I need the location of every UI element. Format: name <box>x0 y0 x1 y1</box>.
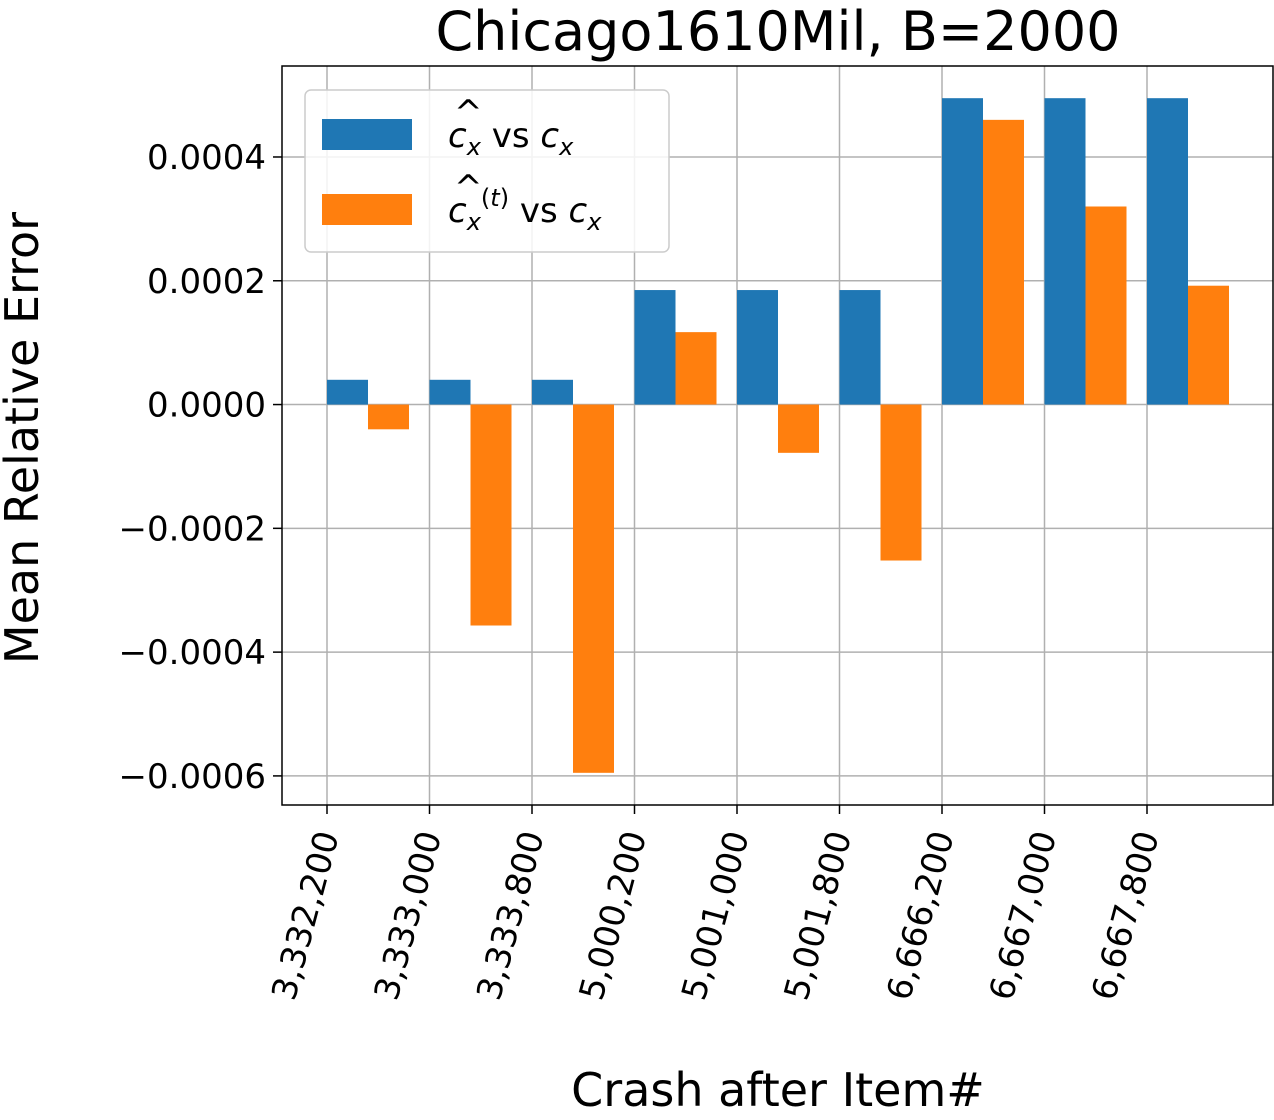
x-axis: 3,332,200 3,333,000 3,333,800 5,000,200 5,00… <box>264 805 1168 1005</box>
svg-text:cx vs cx: cx vs cx <box>448 116 574 161</box>
legend-frame <box>304 89 670 253</box>
bar-series-2 <box>778 404 819 453</box>
legend-entry-series-1: cx vs cx ^ <box>448 93 574 161</box>
legend: cx vs cx ^ cx(t) vs cx ^ <box>304 89 670 253</box>
y-tick-label: 0.0000 <box>147 386 266 426</box>
svg-text:cx(t) vs cx: cx(t) vs cx <box>448 184 602 236</box>
x-tick-label: 5,001,000 <box>674 827 757 1005</box>
y-axis-title: Mean Relative Error <box>0 212 49 664</box>
bar-series-2 <box>880 404 922 561</box>
bar-series-2 <box>368 404 409 430</box>
y-tick-label: 0.0004 <box>147 138 266 178</box>
bar-series-2 <box>983 119 1024 405</box>
bar-series-1 <box>1044 98 1086 405</box>
legend-entry-series-2: cx(t) vs cx ^ <box>448 168 602 236</box>
bar-series-2 <box>675 332 717 405</box>
x-tick-label: 6,667,800 <box>1084 827 1167 1005</box>
legend-swatch-series-1 <box>322 119 412 150</box>
svg-text:^: ^ <box>454 168 483 208</box>
bar-series-2 <box>470 404 512 626</box>
x-tick-label: 3,333,000 <box>367 827 450 1005</box>
x-tick-label: 3,332,200 <box>264 827 347 1005</box>
y-tick-label: 0.0002 <box>147 262 266 302</box>
x-tick-label: 5,000,200 <box>572 827 655 1005</box>
chart-title: Chicago1610Mil, B=2000 <box>435 0 1120 63</box>
y-tick-label: −0.0004 <box>119 633 266 673</box>
plot-area <box>281 65 1274 806</box>
bar-series-1 <box>327 379 368 405</box>
bar-series-1 <box>532 379 573 405</box>
bar-series-1 <box>839 290 881 405</box>
bar-series-2 <box>1085 206 1127 405</box>
bars <box>327 98 1229 773</box>
x-tick-label: 6,667,000 <box>982 827 1065 1005</box>
bar-series-1 <box>429 379 471 405</box>
y-tick-label: −0.0002 <box>119 509 266 549</box>
x-axis-title: Crash after Item# <box>571 1063 985 1117</box>
x-tick-label: 3,333,800 <box>469 827 552 1005</box>
bar-series-2 <box>1188 285 1229 405</box>
y-tick-label: −0.0006 <box>119 757 266 797</box>
x-tick-label: 6,666,200 <box>879 827 962 1005</box>
x-tick-label: 5,001,800 <box>777 827 860 1005</box>
bar-series-2 <box>573 404 614 773</box>
y-axis: −0.0006 −0.0004 −0.0002 0.0000 0.0002 0.0004 <box>119 138 282 797</box>
bar-series-1 <box>634 290 676 405</box>
bar-series-1 <box>1147 98 1188 405</box>
bar-series-1 <box>942 98 983 405</box>
bar-series-1 <box>737 290 778 405</box>
svg-text:^: ^ <box>454 93 483 133</box>
legend-swatch-series-2 <box>322 194 412 225</box>
